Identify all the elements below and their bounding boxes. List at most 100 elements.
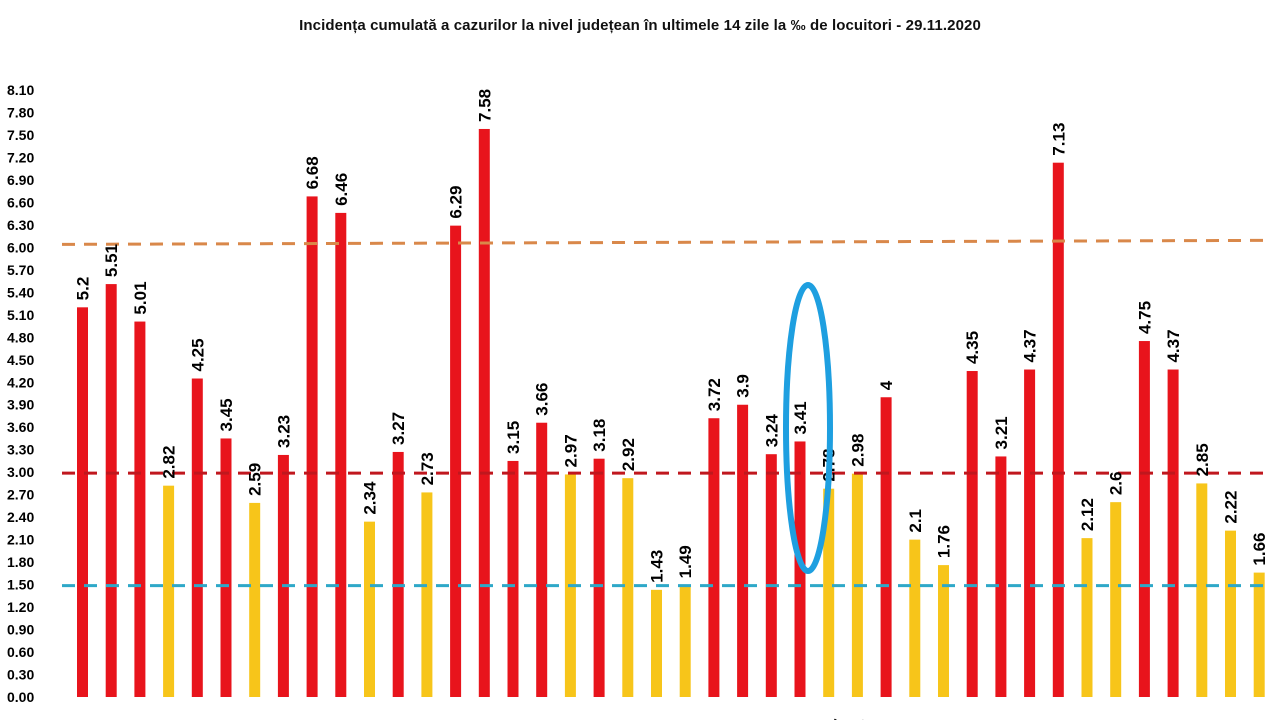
bar — [651, 589, 662, 697]
value-label: 2.98 — [848, 434, 867, 467]
y-tick-label: 4.20 — [7, 374, 34, 390]
x-tick-label: MH — [854, 719, 871, 720]
value-label: 2.97 — [561, 434, 580, 467]
value-label: 4 — [877, 380, 896, 390]
value-label: 2.92 — [619, 438, 638, 471]
value-label: 2.12 — [1078, 498, 1097, 531]
bar — [163, 485, 175, 697]
value-label: 4.25 — [188, 338, 207, 371]
value-label: 3.15 — [504, 421, 523, 454]
bar — [421, 492, 433, 697]
y-tick-label: 6.00 — [7, 239, 34, 255]
y-tick-label: 7.80 — [7, 104, 34, 120]
value-label: 6.46 — [332, 173, 351, 206]
y-tick-label: 6.30 — [7, 217, 34, 233]
value-label: 2.34 — [361, 481, 380, 515]
value-label: 5.01 — [131, 281, 150, 314]
bar — [249, 502, 261, 697]
bar — [593, 458, 605, 697]
bar — [1253, 572, 1265, 697]
value-label: 3.72 — [705, 378, 724, 411]
y-tick-label: 4.50 — [7, 352, 34, 368]
value-label: 7.13 — [1049, 123, 1068, 156]
bar — [1052, 162, 1064, 697]
bars-group — [77, 128, 1265, 698]
bar — [622, 478, 634, 697]
y-tick-label: 2.10 — [7, 532, 34, 548]
value-label: 5.2 — [74, 277, 93, 301]
bar — [77, 307, 88, 697]
y-tick-label: 1.20 — [7, 599, 34, 615]
bar — [1225, 530, 1236, 697]
value-label: 2.6 — [1107, 472, 1126, 496]
y-tick-label: 1.80 — [7, 554, 34, 570]
bar — [1167, 369, 1179, 697]
bar — [306, 196, 318, 697]
y-tick-label: 3.30 — [7, 442, 34, 458]
y-tick-label: 0.00 — [7, 689, 34, 705]
y-tick-label: 8.10 — [7, 82, 34, 98]
bar — [880, 397, 892, 697]
x-tick-label: MM — [826, 718, 844, 720]
value-label: 2.1 — [906, 509, 925, 533]
y-tick-label: 2.70 — [7, 487, 34, 503]
bar — [1024, 369, 1036, 697]
value-label: 2.73 — [418, 452, 437, 485]
value-label: 6.68 — [303, 156, 322, 189]
value-label: 4.75 — [1135, 301, 1154, 334]
value-label: 3.66 — [533, 383, 552, 416]
bar — [1138, 341, 1150, 697]
bar — [1110, 502, 1122, 697]
bar — [708, 418, 720, 697]
bar — [220, 438, 232, 697]
bar — [909, 539, 921, 697]
value-label: 2.22 — [1222, 491, 1241, 524]
y-tick-label: 6.60 — [7, 194, 34, 210]
y-tick-label: 7.50 — [7, 127, 34, 143]
y-tick-label: 0.90 — [7, 622, 34, 638]
bar — [765, 454, 777, 697]
y-tick-label: 4.80 — [7, 329, 34, 345]
value-label: 1.76 — [935, 525, 954, 558]
highlight-ellipse — [783, 282, 833, 574]
y-tick-label: 5.10 — [7, 307, 34, 323]
value-label: 6.29 — [447, 186, 466, 219]
bar — [507, 460, 519, 697]
y-tick-label: 1.50 — [7, 577, 34, 593]
bar — [478, 128, 490, 697]
bar — [364, 521, 375, 697]
value-label: 1.43 — [648, 550, 667, 583]
y-tick-label: 5.40 — [7, 284, 34, 300]
y-tick-label: 0.30 — [7, 667, 34, 683]
chart-title: Incidența cumulată a cazurilor la nivel … — [299, 17, 981, 34]
y-tick-label: 3.90 — [7, 397, 34, 413]
y-tick-label: 5.70 — [7, 262, 34, 278]
y-tick-label: 2.40 — [7, 509, 34, 525]
bar — [823, 488, 835, 697]
highlight-group — [783, 282, 833, 574]
value-label: 3.45 — [217, 398, 236, 431]
value-label: 3.9 — [734, 374, 753, 398]
reference-lines — [61, 238, 1268, 588]
value-label: 1.66 — [1250, 533, 1269, 566]
bar — [1081, 538, 1093, 697]
value-label: 4.37 — [1164, 329, 1183, 362]
y-tick-label: 0.60 — [7, 644, 34, 660]
value-label: 3.18 — [590, 419, 609, 452]
value-label: 4.37 — [1021, 329, 1040, 362]
value-label: 3.23 — [274, 415, 293, 448]
bar — [536, 422, 548, 697]
reference-line — [61, 238, 1268, 246]
bar — [277, 454, 289, 697]
bar — [392, 451, 404, 697]
value-label: 1.49 — [676, 545, 695, 578]
bar — [737, 404, 749, 697]
bar — [794, 441, 806, 697]
value-label: 3.27 — [389, 412, 408, 445]
value-label: 7.58 — [475, 89, 494, 122]
bar — [938, 565, 949, 697]
bar — [995, 456, 1007, 697]
value-label: 4.35 — [963, 331, 982, 364]
bar — [335, 212, 347, 698]
